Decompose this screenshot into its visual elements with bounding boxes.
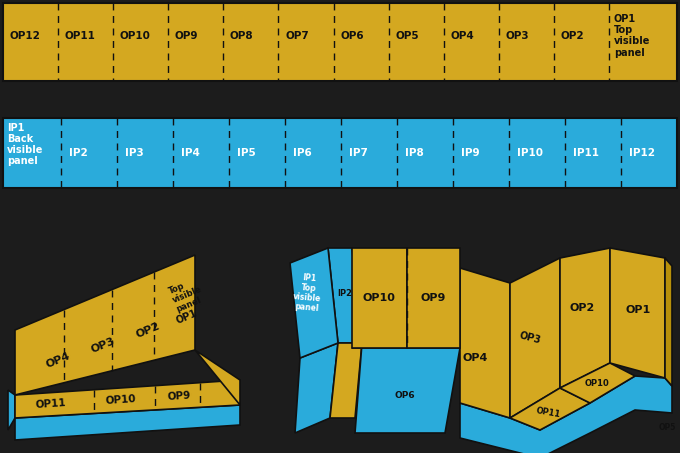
Polygon shape [352, 248, 407, 348]
Text: OP9: OP9 [420, 293, 445, 303]
Text: OP3: OP3 [90, 336, 117, 355]
Text: IP6: IP6 [293, 148, 312, 158]
Text: OP6: OP6 [394, 391, 415, 400]
Polygon shape [510, 258, 560, 418]
Polygon shape [195, 350, 240, 405]
Polygon shape [407, 248, 460, 348]
Text: OP4: OP4 [450, 31, 474, 41]
Text: IP10: IP10 [517, 148, 543, 158]
Text: OP10: OP10 [105, 394, 137, 406]
Text: IP11: IP11 [573, 148, 599, 158]
Text: OP1: OP1 [626, 305, 651, 315]
Polygon shape [610, 248, 665, 378]
Text: OP5: OP5 [658, 424, 676, 433]
Text: OP6: OP6 [340, 31, 364, 41]
Text: OP11: OP11 [35, 398, 67, 410]
Text: OP2: OP2 [560, 31, 584, 41]
Text: IP5: IP5 [237, 148, 256, 158]
Polygon shape [665, 258, 672, 386]
Text: OP4: OP4 [462, 353, 488, 363]
Text: IP4: IP4 [182, 148, 201, 158]
Bar [3, 3, 677, 81]
Text: OP2: OP2 [135, 321, 162, 340]
Text: OP8: OP8 [230, 31, 254, 41]
Text: OP4: OP4 [45, 351, 72, 370]
Polygon shape [295, 343, 338, 433]
Text: OP1: OP1 [174, 308, 199, 326]
Text: OP2: OP2 [569, 303, 594, 313]
Text: OP11: OP11 [65, 31, 96, 41]
Text: Top
visible
panel: Top visible panel [167, 276, 207, 314]
Polygon shape [560, 363, 635, 403]
Polygon shape [560, 248, 610, 388]
Bar [3, 118, 677, 188]
Polygon shape [15, 255, 195, 395]
Polygon shape [460, 376, 672, 453]
Text: OP12: OP12 [10, 31, 41, 41]
Polygon shape [330, 343, 362, 418]
Text: IP8: IP8 [405, 148, 424, 158]
Text: OP3: OP3 [505, 31, 529, 41]
Text: OP10: OP10 [585, 380, 609, 389]
Text: IP12: IP12 [630, 148, 656, 158]
Text: IP7: IP7 [350, 148, 369, 158]
Polygon shape [15, 380, 240, 418]
Polygon shape [328, 248, 362, 343]
Text: IP9: IP9 [462, 148, 480, 158]
Polygon shape [352, 343, 460, 433]
Text: OP9: OP9 [175, 31, 199, 41]
Polygon shape [290, 248, 338, 358]
Text: OP7: OP7 [285, 31, 309, 41]
Text: OP10: OP10 [362, 293, 396, 303]
Text: IP3: IP3 [125, 148, 144, 158]
Text: IP1
Back
visible
panel: IP1 Back visible panel [7, 123, 44, 166]
Text: OP1
Top
visible
panel: OP1 Top visible panel [614, 14, 650, 58]
Text: IP2: IP2 [337, 289, 352, 298]
Text: IP1
Top
visible
panel: IP1 Top visible panel [292, 273, 324, 313]
Text: OP11: OP11 [535, 406, 561, 419]
Text: IP2: IP2 [69, 148, 88, 158]
Polygon shape [15, 405, 240, 440]
Text: OP9: OP9 [167, 390, 191, 402]
Polygon shape [510, 388, 590, 430]
Text: OP10: OP10 [120, 31, 151, 41]
Text: OP3: OP3 [518, 330, 542, 346]
Polygon shape [460, 268, 510, 418]
Text: OP5: OP5 [395, 31, 419, 41]
Polygon shape [8, 390, 15, 430]
